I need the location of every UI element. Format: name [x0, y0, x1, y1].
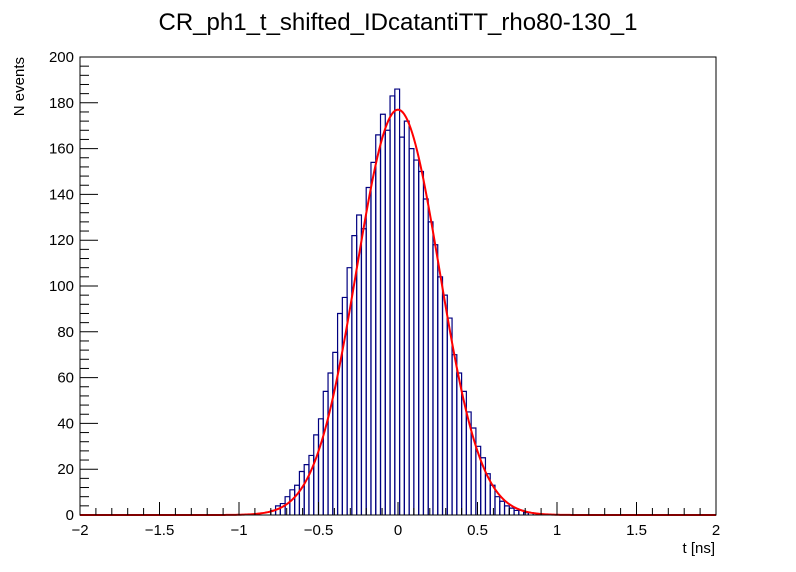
y-tick-label: 140 [49, 186, 74, 203]
x-tick-label: −2 [71, 522, 88, 539]
y-tick-label: 180 [49, 95, 74, 112]
y-tick-label: 20 [57, 461, 74, 478]
x-tick-label: 0.5 [467, 522, 488, 539]
y-tick-label: 200 [49, 49, 74, 66]
x-tick-label: 1 [553, 522, 561, 539]
x-tick-label: 0 [394, 522, 402, 539]
chart-title: CR_ph1_t_shifted_IDcatantiTT_rho80-130_1 [159, 9, 638, 36]
y-axis-title: N events [11, 57, 28, 116]
y-axis: 0 20 40 60 80 100 120 140 160 180 200 [49, 49, 98, 524]
y-tick-label: 0 [66, 507, 74, 524]
y-tick-label: 160 [49, 141, 74, 158]
x-axis: −2 −1.5 −1 −0.5 0 0.5 1 1.5 2 [71, 502, 720, 539]
y-tick-label: 40 [57, 415, 74, 432]
y-tick-label: 100 [49, 278, 74, 295]
x-tick-label: 2 [712, 522, 720, 539]
x-axis-title: t [ns] [682, 540, 715, 557]
y-tick-label: 80 [57, 324, 74, 341]
x-tick-label: 1.5 [626, 522, 647, 539]
x-tick-label: −1.5 [145, 522, 175, 539]
y-tick-label: 120 [49, 232, 74, 249]
y-tick-label: 60 [57, 370, 74, 387]
histogram-layer [80, 88, 716, 516]
x-tick-label: −0.5 [304, 522, 334, 539]
x-tick-label: −1 [230, 522, 247, 539]
